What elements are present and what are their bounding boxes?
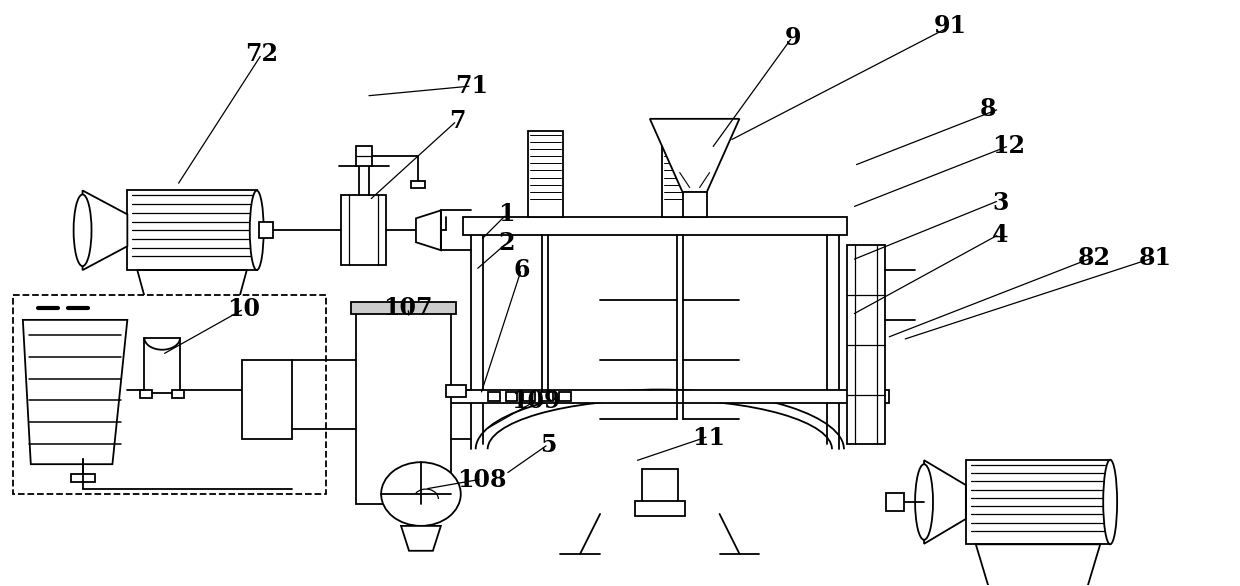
Polygon shape	[924, 460, 966, 544]
Bar	[523, 391, 536, 401]
Polygon shape	[650, 119, 739, 192]
Bar	[259, 222, 273, 239]
Text: 1: 1	[498, 202, 515, 226]
Polygon shape	[401, 526, 441, 551]
Text: 5: 5	[541, 432, 557, 456]
Bar	[542, 391, 553, 401]
Text: 8: 8	[980, 97, 996, 121]
Bar	[351, 302, 456, 314]
Bar	[412, 180, 425, 189]
Bar	[71, 474, 94, 482]
Text: 10: 10	[227, 297, 260, 321]
Bar	[506, 391, 517, 401]
Text: 7: 7	[449, 109, 465, 133]
Text: 81: 81	[1140, 246, 1172, 270]
Bar	[441, 390, 889, 404]
Ellipse shape	[381, 462, 461, 526]
Text: 82: 82	[1078, 246, 1110, 270]
Bar	[356, 310, 451, 504]
Bar	[356, 146, 372, 166]
Bar	[966, 459, 1110, 544]
Polygon shape	[976, 544, 1100, 586]
Ellipse shape	[1104, 459, 1117, 544]
Bar	[446, 384, 466, 397]
Bar	[683, 192, 707, 217]
Bar	[172, 390, 184, 397]
Text: 72: 72	[246, 42, 279, 66]
Polygon shape	[415, 210, 441, 250]
Ellipse shape	[249, 190, 264, 270]
Text: 4: 4	[992, 223, 1008, 247]
Bar	[242, 360, 291, 440]
Ellipse shape	[915, 464, 932, 540]
Text: 109: 109	[511, 389, 560, 413]
Text: 9: 9	[785, 26, 801, 50]
Text: 91: 91	[934, 14, 967, 38]
Bar	[887, 493, 904, 511]
Text: 11: 11	[692, 425, 725, 449]
Polygon shape	[22, 320, 128, 464]
Bar	[144, 338, 180, 393]
Bar	[463, 217, 847, 235]
Bar	[128, 190, 257, 270]
Ellipse shape	[73, 195, 92, 266]
Bar	[140, 390, 153, 397]
Bar	[12, 295, 326, 494]
Text: 71: 71	[455, 74, 489, 98]
Bar	[635, 501, 684, 516]
Bar	[662, 131, 697, 217]
Bar	[847, 245, 884, 444]
Bar	[642, 469, 678, 504]
Bar	[341, 196, 386, 265]
Text: 2: 2	[498, 231, 515, 255]
Text: 12: 12	[992, 134, 1025, 158]
Text: 108: 108	[458, 468, 506, 492]
Polygon shape	[138, 270, 247, 325]
Bar	[487, 391, 500, 401]
Polygon shape	[83, 190, 128, 270]
Text: 107: 107	[383, 295, 433, 319]
Bar	[528, 131, 563, 217]
Bar	[559, 391, 572, 401]
Text: 6: 6	[513, 258, 529, 282]
Text: 3: 3	[992, 190, 1008, 214]
